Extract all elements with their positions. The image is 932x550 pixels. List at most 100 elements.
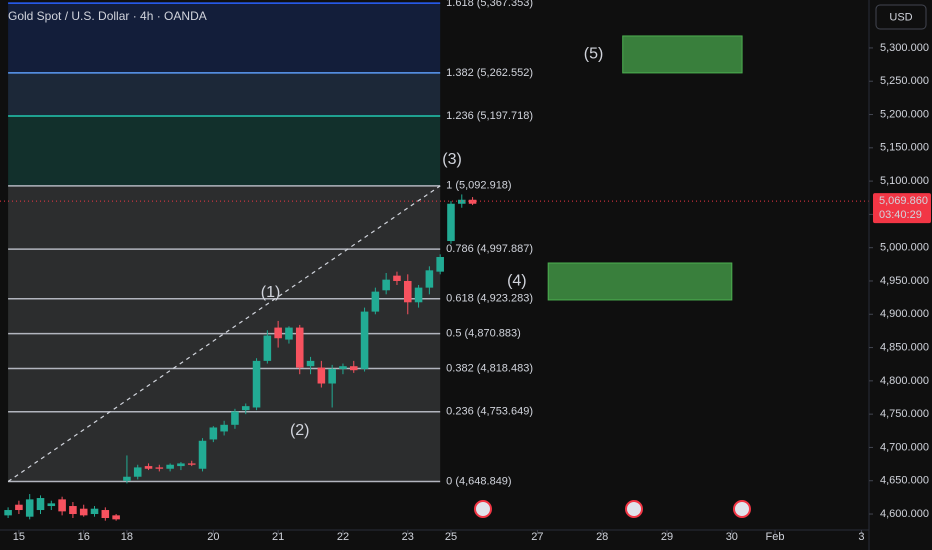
candle-body	[306, 360, 315, 367]
y-tick-label: 5,300.000	[880, 42, 929, 54]
x-tick-label: 25	[445, 531, 457, 543]
fib-zone	[8, 116, 441, 186]
fib-zone	[8, 185, 441, 250]
candle-body	[47, 503, 56, 507]
candle-body	[457, 199, 466, 204]
y-tick-label: 4,600.000	[880, 508, 929, 520]
candle-body	[69, 506, 77, 515]
candle-body	[317, 367, 326, 384]
fib-label: 0.786 (4,997.887)	[446, 243, 533, 255]
y-tick-label: 4,900.000	[880, 308, 929, 320]
candle-body	[198, 440, 207, 469]
axes: 4,600.000 4,650.000 4,700.000 4,750.000 4,80…	[13, 42, 931, 543]
x-tick-label: 16	[78, 531, 90, 543]
wave-label: (3)	[442, 151, 462, 168]
candle-body	[101, 510, 110, 519]
candle-body	[166, 464, 174, 469]
fib-zone	[8, 249, 441, 299]
candle-body	[123, 476, 131, 481]
fib-label: 1.618 (5,367.353)	[446, 0, 533, 9]
chart-title: Gold Spot / U.S. Dollar · 4h · OANDA	[8, 9, 207, 23]
candle-body	[209, 427, 218, 440]
x-tick-label: 20	[207, 531, 219, 543]
fib-zone	[8, 72, 441, 117]
x-tick-label: 27	[531, 531, 543, 543]
x-tick-label: Feb	[766, 531, 785, 543]
fib-label: 0 (4,648.849)	[446, 475, 511, 487]
candle-body	[187, 463, 196, 465]
x-tick-label: 28	[596, 531, 608, 543]
y-tick-label: 5,150.000	[880, 142, 929, 154]
candle-body	[133, 467, 142, 477]
candle-body	[393, 275, 401, 281]
candle-body	[252, 360, 261, 408]
y-tick-label: 4,700.000	[880, 441, 929, 453]
candle-body	[79, 508, 88, 516]
candle-body	[263, 335, 272, 361]
x-tick-label: 23	[402, 531, 414, 543]
last-price-label: 5,069.860	[879, 195, 928, 207]
countdown-label: 03:40:29	[879, 209, 922, 221]
y-tick-label: 5,200.000	[880, 108, 929, 120]
wave-label: (5)	[584, 46, 604, 63]
y-tick-label: 4,850.000	[880, 341, 929, 353]
event-flag[interactable]	[474, 500, 492, 518]
wave-label: (1)	[261, 284, 281, 301]
x-tick-label: 3	[858, 531, 864, 543]
candle-body	[220, 424, 228, 432]
candle-body	[285, 327, 293, 340]
y-tick-label: 5,250.000	[880, 75, 929, 87]
currency-label: USD	[889, 11, 912, 23]
y-tick-label: 4,800.000	[880, 375, 929, 387]
candle-body	[155, 467, 164, 469]
candle-body	[328, 368, 336, 384]
y-tick-label: 4,950.000	[880, 275, 929, 287]
event-flag[interactable]	[733, 500, 751, 518]
candle-body	[371, 291, 380, 312]
fib-label: 0.236 (4,753.649)	[446, 406, 533, 418]
candle-body	[447, 203, 455, 242]
candle-body	[295, 327, 304, 368]
candle-body	[112, 515, 120, 520]
y-tick-label: 5,000.000	[880, 242, 929, 254]
candle-body	[144, 466, 153, 469]
fib-label: 1.236 (5,197.718)	[446, 110, 533, 122]
candle-body	[468, 199, 477, 204]
candle-body	[177, 463, 185, 467]
candle-body	[339, 366, 347, 369]
fib-zone	[8, 368, 441, 412]
y-tick-label: 4,650.000	[880, 475, 929, 487]
candle-body	[4, 510, 12, 516]
candle-body	[349, 366, 358, 371]
fib-label: 1.382 (5,262.552)	[446, 67, 533, 79]
candle-body	[90, 508, 99, 515]
x-tick-label: 18	[121, 531, 133, 543]
event-flag[interactable]	[625, 500, 643, 518]
candle-body	[25, 499, 34, 517]
y-tick-label: 5,100.000	[880, 175, 929, 187]
fib-zone	[8, 3, 441, 73]
currency-button[interactable]	[875, 4, 927, 30]
fib-label: 0.382 (4,818.483)	[446, 362, 533, 374]
fib-label: 0.5 (4,870.883)	[446, 328, 521, 340]
candle-body	[231, 411, 239, 425]
candle-body	[274, 327, 282, 339]
candle-body	[403, 280, 412, 303]
x-tick-label: 29	[661, 531, 673, 543]
candle-body	[360, 311, 369, 369]
candle-body	[36, 498, 45, 511]
x-tick-label: 21	[272, 531, 284, 543]
fib-retracement: 0 (4,648.849) 0.236 (4,753.649) 0.382 (4,8…	[7, 0, 533, 487]
fib-label: 0.618 (4,923.283)	[446, 293, 533, 305]
candle-body	[436, 257, 444, 272]
fib-label: 1 (5,092.918)	[446, 180, 511, 192]
x-tick-label: 15	[13, 531, 25, 543]
candle-body	[414, 287, 423, 303]
candle-body	[382, 279, 390, 291]
x-tick-label: 22	[337, 531, 349, 543]
candle-body	[15, 504, 23, 511]
last-price-tag	[873, 193, 931, 224]
